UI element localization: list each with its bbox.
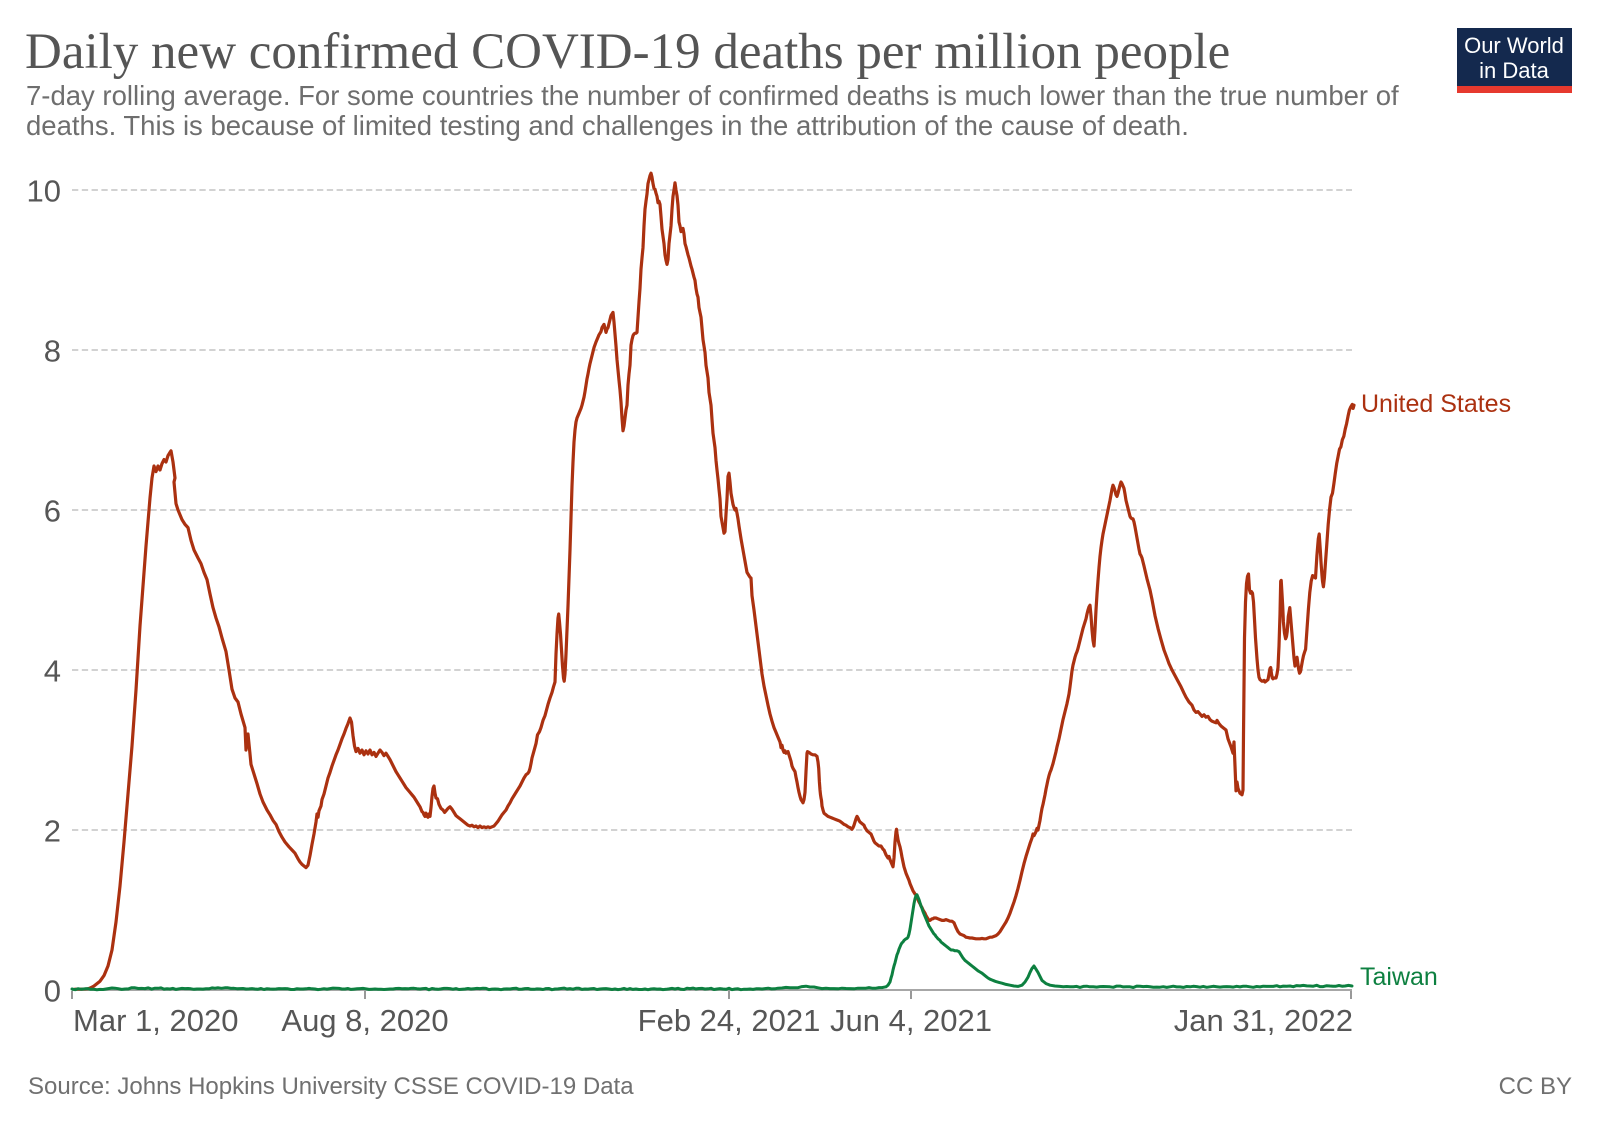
svg-text:0: 0 bbox=[44, 974, 61, 1009]
svg-text:Jun 4, 2021: Jun 4, 2021 bbox=[830, 1003, 992, 1038]
svg-text:7-day rolling average. For som: 7-day rolling average. For some countrie… bbox=[26, 80, 1399, 111]
svg-text:in Data: in Data bbox=[1479, 58, 1549, 83]
svg-text:deaths. This is because of lim: deaths. This is because of limited testi… bbox=[26, 110, 1189, 141]
svg-text:10: 10 bbox=[27, 174, 61, 209]
svg-text:Jan 31, 2022: Jan 31, 2022 bbox=[1174, 1003, 1353, 1038]
svg-text:Daily new confirmed COVID-19 d: Daily new confirmed COVID-19 deaths per … bbox=[25, 24, 1230, 80]
svg-text:2: 2 bbox=[44, 814, 61, 849]
svg-text:Our World: Our World bbox=[1464, 33, 1564, 58]
svg-text:8: 8 bbox=[44, 334, 61, 369]
svg-text:4: 4 bbox=[44, 654, 61, 689]
svg-text:Source: Johns Hopkins Universi: Source: Johns Hopkins University CSSE CO… bbox=[28, 1073, 634, 1100]
svg-text:Feb 24, 2021: Feb 24, 2021 bbox=[638, 1003, 821, 1038]
svg-text:United States: United States bbox=[1361, 390, 1511, 418]
svg-text:6: 6 bbox=[44, 494, 61, 529]
svg-text:Taiwan: Taiwan bbox=[1360, 963, 1438, 991]
svg-text:CC BY: CC BY bbox=[1499, 1073, 1572, 1100]
svg-text:Aug 8, 2020: Aug 8, 2020 bbox=[281, 1003, 448, 1038]
svg-text:Mar 1, 2020: Mar 1, 2020 bbox=[73, 1003, 238, 1038]
